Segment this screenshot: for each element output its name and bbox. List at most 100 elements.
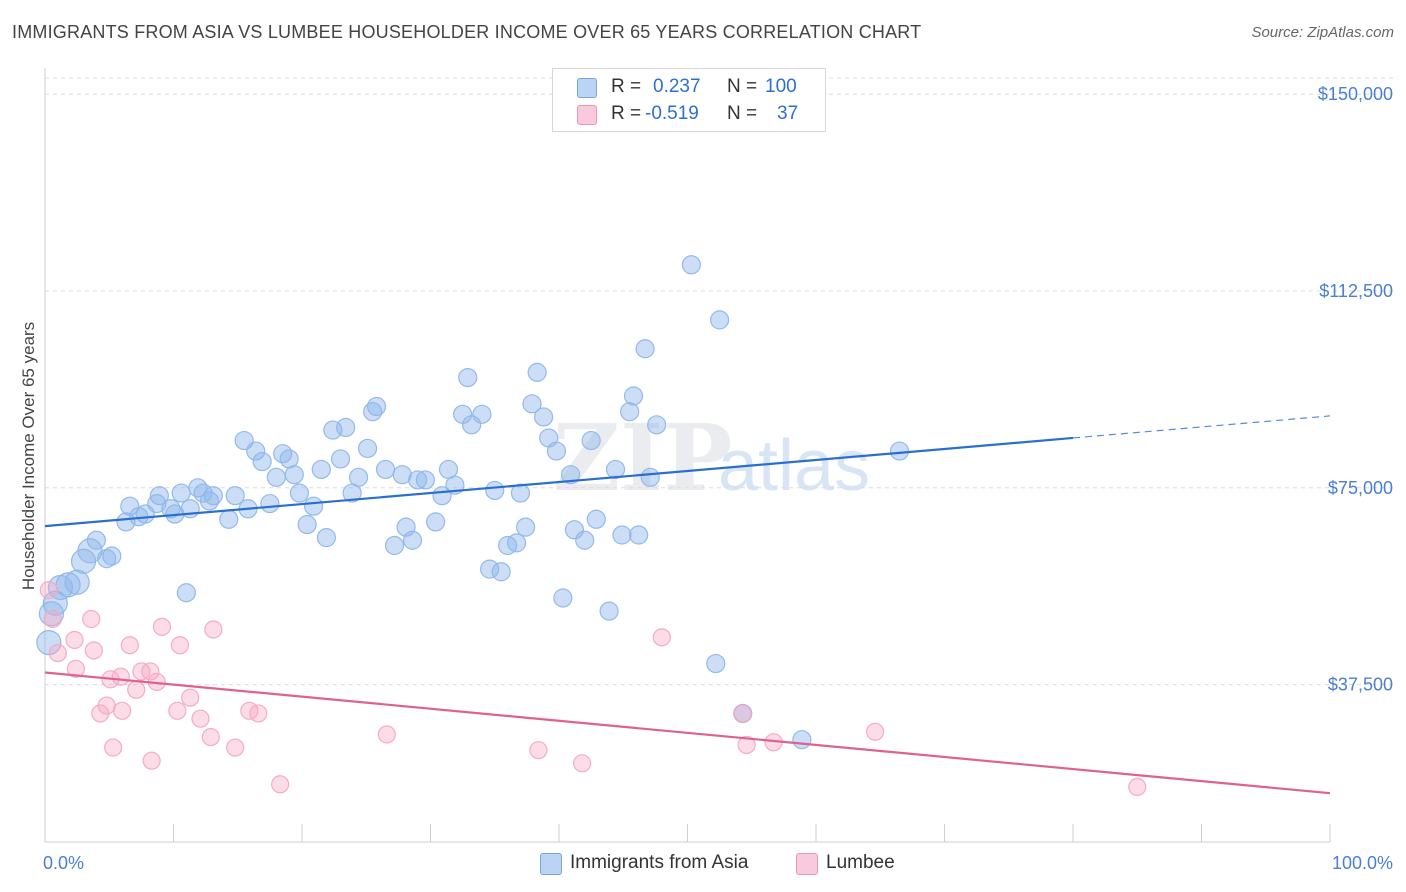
point-lumbee xyxy=(112,701,132,720)
point-immigrants-from-asia xyxy=(289,483,310,503)
point-immigrants-from-asia xyxy=(303,496,324,516)
legend-swatch-lumbee xyxy=(796,853,818,875)
point-lumbee xyxy=(191,709,210,728)
point-immigrants-from-asia xyxy=(330,449,351,469)
point-immigrants-from-asia xyxy=(560,465,581,485)
point-immigrants-from-asia xyxy=(510,483,531,503)
point-immigrants-from-asia xyxy=(199,491,220,511)
y-tick-label: $150,000 xyxy=(1318,84,1393,104)
legend-label-lumbee: Lumbee xyxy=(826,852,895,873)
point-lumbee xyxy=(104,738,123,757)
point-immigrants-from-asia xyxy=(681,255,701,275)
point-immigrants-from-asia xyxy=(284,465,304,485)
point-lumbee xyxy=(271,775,290,794)
series-lumbee xyxy=(39,581,1147,797)
point-immigrants-from-asia xyxy=(599,601,619,621)
point-immigrants-from-asia xyxy=(491,562,511,582)
y-tick-label: $37,500 xyxy=(1328,675,1393,695)
point-immigrants-from-asia xyxy=(375,459,396,480)
point-lumbee xyxy=(127,680,146,699)
point-lumbee xyxy=(181,688,200,707)
n-value: 100 xyxy=(765,76,797,97)
point-immigrants-from-asia xyxy=(635,339,655,359)
trend-extension-immigrants-from-asia xyxy=(1072,415,1331,439)
trend-line-immigrants-from-asia xyxy=(44,436,1074,528)
point-immigrants-from-asia xyxy=(246,441,266,461)
point-immigrants-from-asia xyxy=(408,470,428,490)
point-lumbee xyxy=(97,696,116,715)
point-lumbee xyxy=(733,704,752,723)
point-immigrants-from-asia xyxy=(415,470,435,490)
point-immigrants-from-asia xyxy=(485,480,505,501)
point-immigrants-from-asia xyxy=(706,653,726,674)
point-lumbee xyxy=(226,738,245,757)
point-immigrants-from-asia xyxy=(149,486,169,506)
point-immigrants-from-asia xyxy=(116,512,136,532)
r-label: R = xyxy=(611,76,642,97)
point-immigrants-from-asia xyxy=(36,629,62,656)
point-immigrants-from-asia xyxy=(527,362,547,382)
x-tick-label-min: 0.0% xyxy=(43,853,84,873)
point-lumbee xyxy=(377,725,396,744)
point-lumbee xyxy=(737,735,756,755)
point-immigrants-from-asia xyxy=(575,530,595,550)
point-lumbee xyxy=(168,701,187,720)
point-immigrants-from-asia xyxy=(426,512,446,532)
gridlines xyxy=(45,77,1395,686)
point-immigrants-from-asia xyxy=(366,396,387,417)
point-immigrants-from-asia xyxy=(336,417,356,438)
point-immigrants-from-asia xyxy=(64,569,90,595)
point-immigrants-from-asia xyxy=(462,415,482,435)
point-immigrants-from-asia xyxy=(311,459,331,480)
point-lumbee xyxy=(1128,777,1147,797)
point-immigrants-from-asia xyxy=(640,467,660,487)
chart-title: IMMIGRANTS FROM ASIA VS LUMBEE HOUSEHOLD… xyxy=(12,22,922,42)
point-immigrants-from-asia xyxy=(472,404,492,424)
point-immigrants-from-asia xyxy=(506,533,527,553)
point-lumbee xyxy=(43,609,62,629)
y-tick-labels: $37,500 $75,000 $112,500 $150,000 xyxy=(1318,84,1393,694)
point-immigrants-from-asia xyxy=(629,525,649,545)
point-immigrants-from-asia xyxy=(605,459,626,480)
y-tick-label: $75,000 xyxy=(1328,478,1393,498)
r-value: 0.237 xyxy=(653,76,701,97)
point-lumbee xyxy=(141,662,160,681)
point-lumbee xyxy=(39,581,58,600)
trend-line-lumbee xyxy=(44,671,1331,795)
y-tick-label: $112,500 xyxy=(1319,281,1393,301)
point-lumbee xyxy=(82,609,101,629)
point-lumbee xyxy=(866,722,885,741)
point-immigrants-from-asia xyxy=(564,520,585,540)
point-immigrants-from-asia xyxy=(533,407,554,427)
trend-lines xyxy=(44,415,1331,795)
correlation-legend: R = 0.237 N = 100 R = -0.519 N = 37 xyxy=(552,68,826,132)
point-immigrants-from-asia xyxy=(581,430,601,451)
r-value: -0.519 xyxy=(645,103,699,124)
point-immigrants-from-asia xyxy=(480,559,500,579)
point-lumbee xyxy=(201,727,220,747)
point-immigrants-from-asia xyxy=(363,402,383,422)
point-lumbee xyxy=(65,630,84,650)
point-immigrants-from-asia xyxy=(252,451,272,472)
point-immigrants-from-asia xyxy=(188,478,208,498)
point-immigrants-from-asia xyxy=(647,415,667,435)
point-lumbee xyxy=(204,620,223,639)
point-immigrants-from-asia xyxy=(102,546,122,566)
point-immigrants-from-asia xyxy=(623,386,644,406)
point-immigrants-from-asia xyxy=(97,549,117,569)
watermark-zip: ZIP xyxy=(553,404,732,512)
point-immigrants-from-asia xyxy=(612,525,632,545)
point-immigrants-from-asia xyxy=(219,509,239,529)
point-immigrants-from-asia xyxy=(38,601,65,627)
point-lumbee xyxy=(48,643,67,663)
point-lumbee xyxy=(652,628,671,647)
point-immigrants-from-asia xyxy=(86,530,107,550)
point-immigrants-from-asia xyxy=(225,486,245,506)
point-immigrants-from-asia xyxy=(42,590,68,616)
point-lumbee xyxy=(249,704,268,723)
x-tick-label-max: 100.0% xyxy=(1332,853,1393,873)
point-immigrants-from-asia xyxy=(792,730,812,750)
point-immigrants-from-asia xyxy=(710,310,730,330)
point-immigrants-from-asia xyxy=(522,394,542,414)
